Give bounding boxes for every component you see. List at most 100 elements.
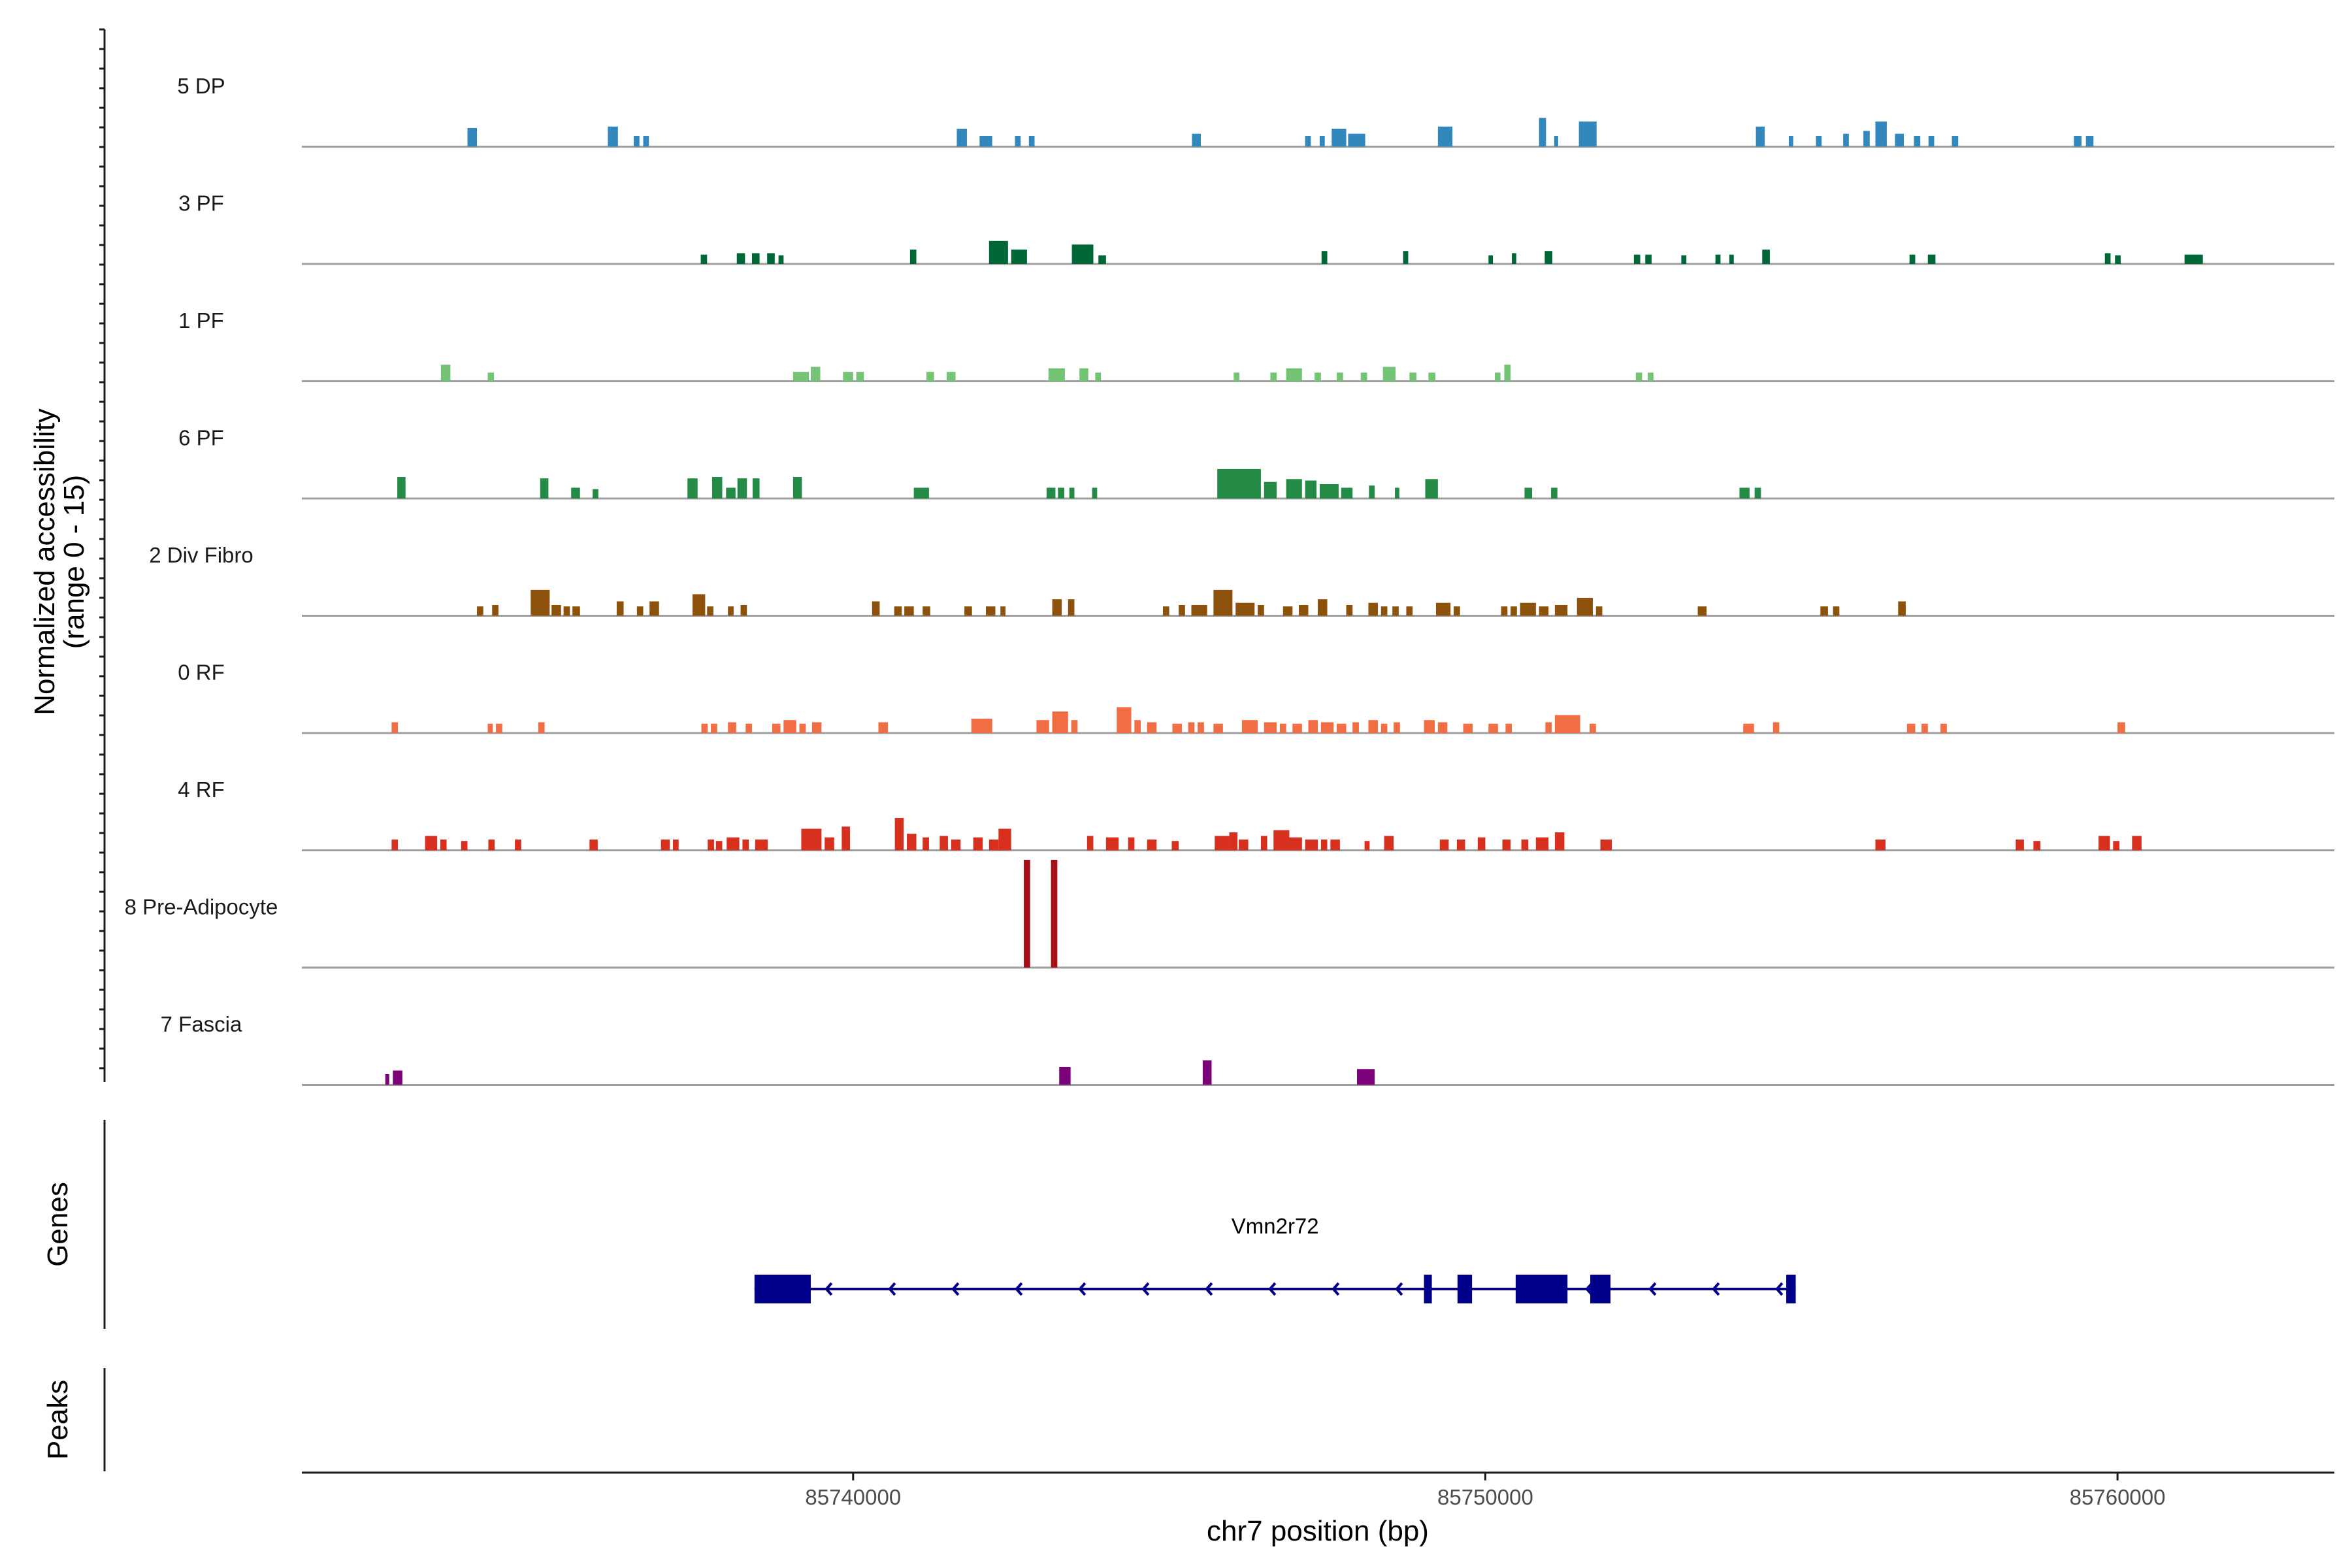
track-0-rf: 0 RF <box>178 661 2334 734</box>
coverage-peak <box>1820 606 1828 616</box>
gene-model <box>754 1275 1796 1303</box>
track-label: 4 RF <box>178 777 225 802</box>
coverage-peak <box>1331 129 1347 147</box>
strand-arrow <box>1648 1282 1657 1296</box>
gene-exon <box>1424 1275 1432 1303</box>
coverage-peak <box>643 136 649 147</box>
coverage-peak <box>1645 254 1652 264</box>
coverage-peak <box>772 723 781 733</box>
coverage-peak <box>1368 602 1378 616</box>
coverage-peak <box>1286 368 1302 382</box>
coverage-peak <box>673 840 679 851</box>
coverage-peak <box>2104 253 2111 264</box>
track-1-pf: 1 PF <box>178 308 2334 382</box>
coverage-peak <box>1264 722 1277 733</box>
coverage-peak <box>1059 1067 1071 1085</box>
coverage-peak <box>1715 254 1721 264</box>
coverage-peak <box>755 840 768 851</box>
strand-arrow <box>1078 1282 1086 1296</box>
coverage-peak <box>1909 254 1916 264</box>
coverage-peak <box>728 606 734 616</box>
coverage-peak <box>1229 832 1238 851</box>
coverage-peak <box>783 720 796 733</box>
coverage-peak <box>1264 482 1277 498</box>
track-label: 8 Pre-Adipocyte <box>125 895 278 919</box>
coverage-peak <box>1319 484 1339 498</box>
y-axis-title-line1: Normalized accessibility <box>29 408 61 715</box>
coverage-peak <box>687 478 698 498</box>
coverage-peak <box>1833 606 1840 616</box>
track-label: 3 PF <box>178 191 224 216</box>
coverage-peak <box>956 129 967 147</box>
gene-exon <box>1515 1275 1568 1303</box>
coverage-peak <box>634 136 640 147</box>
coverage-peak <box>1772 722 1780 733</box>
gene-name-label: Vmn2r72 <box>1232 1214 1319 1238</box>
coverage-peak <box>2115 255 2121 264</box>
track-label: 2 Div Fibro <box>149 543 253 567</box>
coverage-peak <box>2033 841 2041 851</box>
coverage-peak <box>1321 251 1328 264</box>
coverage-peak <box>2117 722 2125 733</box>
coverage-peak <box>551 605 561 616</box>
coverage-peak <box>894 606 902 616</box>
track-label: 1 PF <box>178 308 224 333</box>
coverage-peak <box>2085 136 2094 147</box>
coverage-peak <box>1843 133 1849 147</box>
coverage-peak <box>700 254 708 264</box>
coverage-peak <box>1535 837 1549 851</box>
coverage-peak <box>1318 599 1328 616</box>
coverage-peak <box>1554 715 1580 733</box>
coverage-peak <box>1337 723 1347 733</box>
track-4-rf: 4 RF <box>178 777 2334 851</box>
coverage-peak <box>1380 606 1388 616</box>
coverage-peak <box>571 487 580 498</box>
coverage-peak <box>1258 605 1264 616</box>
coverage-peak <box>1134 720 1141 733</box>
coverage-peak <box>1330 840 1340 851</box>
coverage-peak <box>1914 136 1921 147</box>
coverage-peak <box>1739 487 1750 498</box>
coverage-peak <box>589 840 598 851</box>
x-axis-ticks: 85740000 85750000 85760000 <box>805 1473 2166 1509</box>
coverage-peak <box>1192 133 1201 147</box>
coverage-peak <box>701 723 708 733</box>
coverage-peak <box>397 477 406 498</box>
track-label: 0 RF <box>178 661 225 685</box>
strand-arrow <box>1015 1282 1023 1296</box>
coverage-peak <box>736 253 745 264</box>
coverage-peak <box>616 601 624 616</box>
coverage-peak <box>711 723 717 733</box>
coverage-peak <box>1437 722 1448 733</box>
coverage-peak <box>878 722 889 733</box>
coverage-peak <box>1409 372 1416 382</box>
coverage-peak <box>1069 487 1075 498</box>
coverage-peak <box>1940 723 1947 733</box>
coverage-peak <box>745 723 752 733</box>
coverage-peak <box>1545 722 1552 733</box>
coverage-peak <box>1292 723 1302 733</box>
coverage-peak <box>1648 372 1654 382</box>
coverage-peak <box>487 372 495 382</box>
coverage-peak <box>1360 372 1367 382</box>
coverage-peak <box>913 487 929 498</box>
coverage-peak <box>1241 720 1258 733</box>
coverage-peak <box>1071 720 1078 733</box>
coverage-peak <box>1488 255 1494 264</box>
coverage-peak <box>2099 836 2110 851</box>
coverage-peak <box>1086 836 1094 851</box>
coverage-peak <box>801 828 822 851</box>
coverage-peak <box>1504 365 1511 382</box>
coverage-peak <box>1179 605 1185 616</box>
coverage-peak <box>425 836 438 851</box>
coverage-peak <box>1079 368 1088 382</box>
coverage-peak <box>1235 602 1255 616</box>
coverage-peak <box>708 840 714 851</box>
coverage-peak <box>727 837 740 851</box>
track-5-dp: 5 DP <box>177 74 2334 148</box>
coverage-peak <box>964 606 972 616</box>
coverage-peak <box>1551 487 1558 498</box>
coverage-peak <box>1435 602 1451 616</box>
strand-arrow <box>825 1282 833 1296</box>
coverage-peak <box>391 840 399 851</box>
